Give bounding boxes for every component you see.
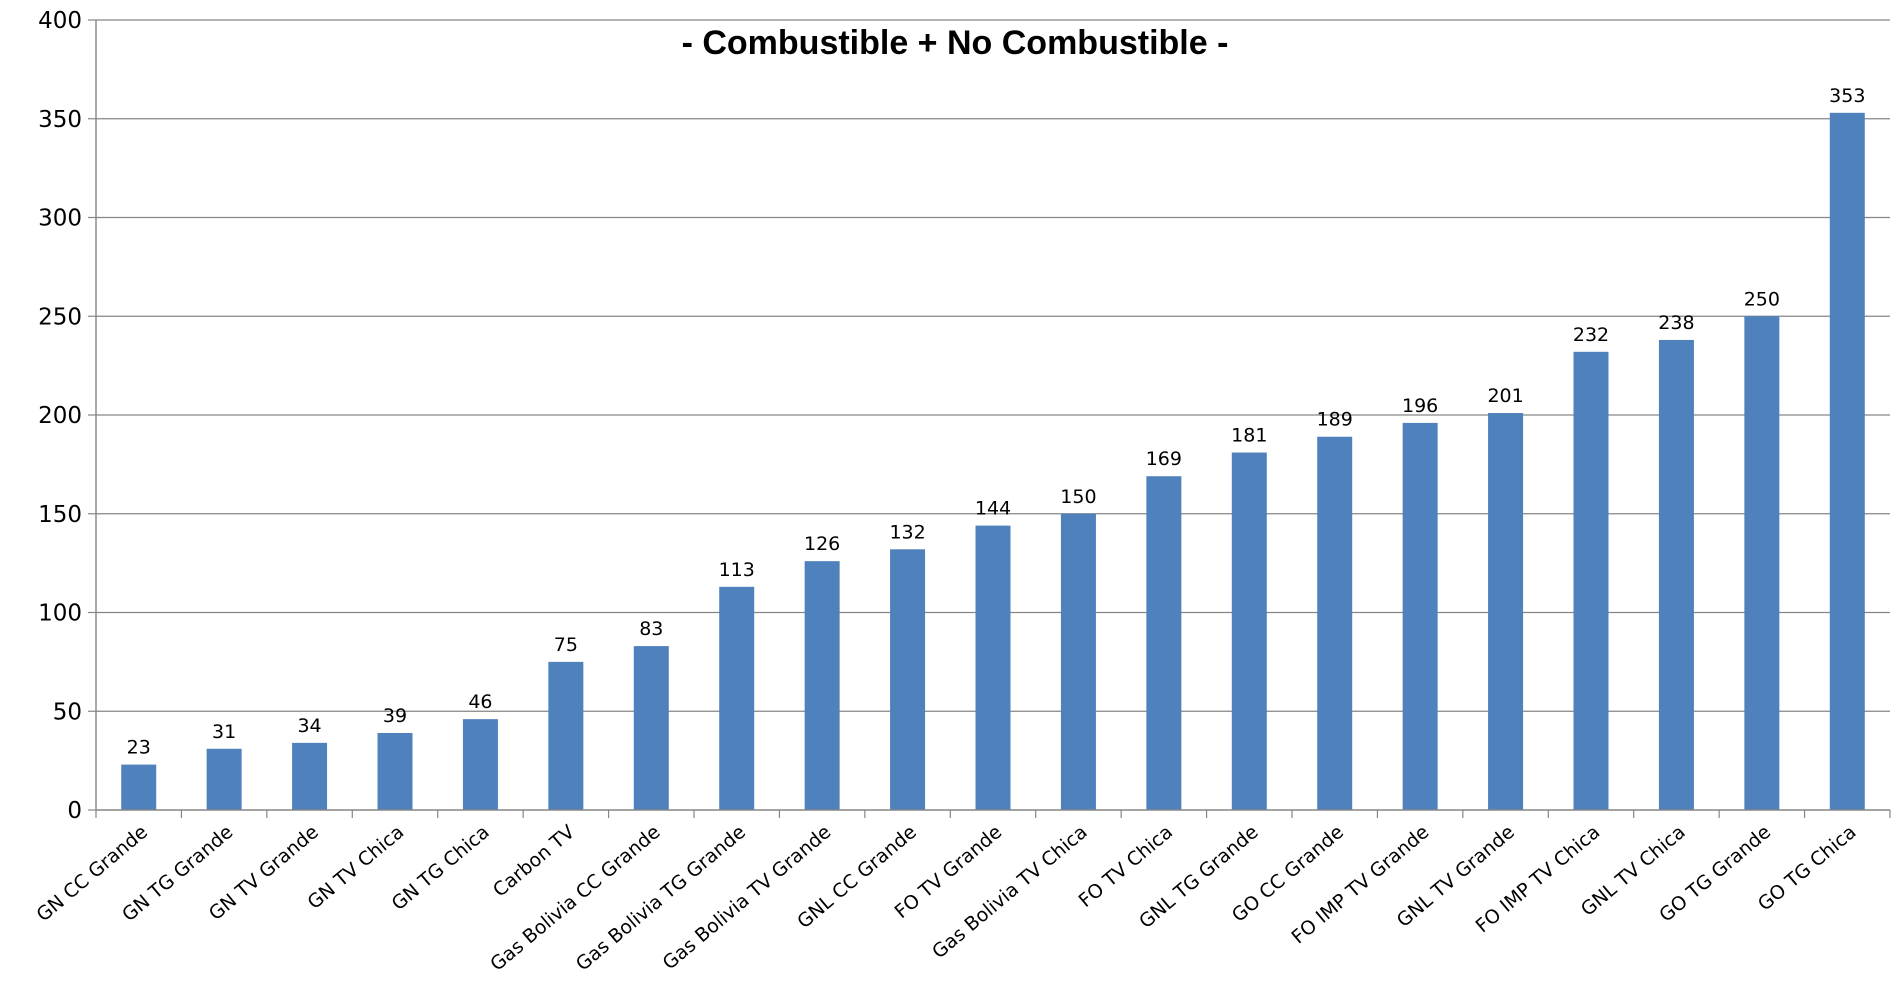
y-tick-label: 0 [67, 798, 82, 824]
data-label: 196 [1402, 395, 1438, 417]
bar [462, 719, 498, 810]
bar [1402, 422, 1438, 810]
data-label: 181 [1231, 425, 1267, 447]
y-tick-label: 350 [38, 107, 82, 133]
y-tick-label: 250 [38, 304, 82, 330]
data-label: 31 [212, 721, 236, 743]
x-tick-label: Gas Bolivia TV Grande [659, 821, 836, 974]
x-tick-label: Gas Bolivia TG Grande [572, 821, 750, 975]
y-tick-label: 200 [38, 403, 82, 429]
data-label: 39 [383, 705, 407, 727]
bar [206, 748, 242, 810]
data-label: 201 [1487, 385, 1523, 407]
y-axis-ticks: 0 50 100 150 200 250 300 350 400 [38, 8, 82, 824]
bar [1829, 112, 1865, 810]
data-labels: 23 31 34 39 46 75 83 113 126 132 144 150 169 181 189 19… [127, 85, 1866, 759]
data-label: 144 [975, 498, 1011, 520]
data-label: 75 [554, 634, 578, 656]
bar [1488, 413, 1524, 810]
y-tick-label: 100 [38, 601, 82, 627]
bar [1060, 513, 1096, 810]
data-label: 232 [1573, 324, 1609, 346]
data-label: 46 [468, 691, 492, 713]
bar [377, 732, 413, 810]
data-label: 169 [1146, 448, 1182, 470]
axes [88, 19, 1891, 818]
bars [121, 112, 1865, 810]
data-label: 189 [1317, 409, 1353, 431]
bar [1744, 316, 1780, 810]
bar [292, 742, 328, 810]
bar [633, 646, 669, 810]
bar [1658, 339, 1694, 810]
data-label: 83 [639, 618, 663, 640]
data-label: 353 [1829, 85, 1865, 107]
y-tick-label: 400 [38, 8, 82, 34]
data-label: 132 [889, 521, 925, 543]
bar [1317, 436, 1353, 810]
data-label: 238 [1658, 312, 1694, 334]
bar [804, 561, 840, 810]
data-label: 150 [1060, 486, 1096, 508]
data-label: 126 [804, 533, 840, 555]
bar [890, 549, 926, 810]
bar [719, 586, 755, 810]
x-tick-label: Gas Bolivia TV Chica [928, 821, 1092, 963]
gridlines [96, 19, 1890, 712]
bar [1573, 351, 1609, 810]
bar [121, 764, 157, 810]
y-tick-label: 300 [38, 206, 82, 232]
data-label: 34 [297, 715, 321, 737]
bar [1231, 452, 1267, 810]
bar [548, 661, 584, 810]
y-tick-label: 150 [38, 502, 82, 528]
chart-title: - Combustible + No Combustible - [682, 24, 1229, 62]
y-tick-label: 50 [53, 699, 82, 725]
bar [1146, 476, 1182, 810]
data-label: 23 [127, 737, 151, 759]
x-tick-label: Carbon TV [489, 821, 579, 902]
x-tick-label: Gas Bolivia CC Grande [486, 821, 664, 976]
bar [975, 525, 1011, 810]
data-label: 250 [1744, 288, 1780, 310]
x-tick-label: FO IMP TV Grande [1287, 821, 1433, 948]
data-label: 113 [719, 559, 755, 581]
